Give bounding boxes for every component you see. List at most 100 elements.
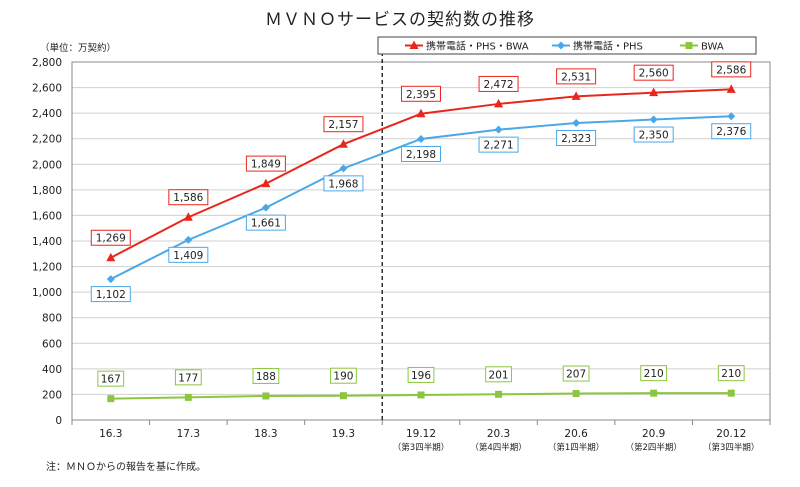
data-label-box [556, 68, 597, 85]
data-point [417, 391, 425, 399]
data-point [261, 178, 271, 188]
data-point [184, 393, 192, 401]
data-label: 1,102 [96, 289, 126, 301]
y-tick-label: 1,400 [32, 236, 62, 248]
y-tick-label: 200 [42, 389, 62, 401]
y-tick-label: 1,200 [32, 262, 62, 274]
data-point [106, 252, 116, 262]
data-point [727, 112, 736, 121]
legend-label: 携帯電話・PHS・BWA [426, 40, 529, 53]
y-tick-label: 2,600 [32, 83, 62, 95]
x-tick-label: 18.3 [254, 428, 277, 440]
data-label: 1,586 [173, 192, 203, 204]
data-label-box [711, 123, 752, 140]
y-tick-label: 1,600 [32, 210, 62, 222]
legend-marker [557, 41, 565, 50]
data-label: 2,586 [716, 64, 746, 76]
data-label: 196 [411, 370, 431, 382]
y-tick-label: 800 [42, 313, 62, 325]
data-label-box [90, 229, 131, 246]
data-label-box [401, 145, 441, 162]
data-point [726, 84, 736, 93]
data-label-box [478, 75, 519, 92]
data-label-box [478, 136, 519, 153]
data-label-box [323, 175, 364, 192]
data-point [727, 389, 735, 397]
y-tick-label: 2,000 [32, 159, 62, 171]
data-label-box [485, 366, 512, 383]
data-point [262, 392, 270, 400]
data-label: 201 [489, 369, 509, 381]
data-label: 2,472 [484, 79, 514, 91]
data-point [107, 395, 115, 403]
data-point [494, 125, 503, 134]
data-point [495, 390, 503, 398]
data-point [572, 118, 581, 127]
data-point [184, 235, 193, 244]
y-tick-label: 0 [55, 415, 62, 427]
data-label: 2,157 [328, 119, 358, 131]
data-label: 2,395 [406, 89, 436, 101]
y-tick-label: 1,800 [32, 185, 62, 197]
data-label: 1,661 [251, 218, 281, 230]
x-tick-label: 20.9 [642, 428, 665, 440]
y-tick-label: 2,800 [32, 57, 62, 69]
x-tick-label: 19.12 [406, 428, 436, 440]
x-tick-label: 19.3 [332, 428, 355, 440]
data-label-box [323, 116, 364, 133]
data-point [572, 390, 580, 398]
x-tick-sublabel: （第3四半期） [393, 442, 449, 453]
data-label-box [330, 367, 357, 384]
x-tick-label: 20.12 [716, 428, 746, 440]
legend-marker [409, 40, 419, 49]
data-point [261, 203, 270, 212]
data-label-box [407, 366, 435, 383]
data-label: 2,198 [406, 149, 436, 161]
y-tick-label: 400 [42, 364, 62, 376]
x-tick-sublabel: （第2四半期） [625, 442, 681, 453]
data-point [494, 98, 504, 108]
footnote: 注：ＭＮＯからの報告を基に作成。 [46, 460, 206, 473]
legend-marker [685, 42, 693, 49]
data-label-box [640, 365, 668, 382]
data-label: 2,271 [484, 140, 514, 152]
data-point [649, 115, 658, 124]
data-label: 1,849 [251, 159, 281, 171]
data-label-box [717, 365, 745, 382]
data-label: 1,409 [173, 250, 203, 262]
data-label-box [90, 286, 131, 303]
data-label: 210 [721, 368, 741, 380]
data-label-box [174, 369, 202, 386]
x-tick-label: 20.3 [487, 428, 510, 440]
x-tick-label: 17.3 [177, 428, 200, 440]
data-label: 1,269 [96, 233, 126, 245]
data-label: 210 [644, 368, 664, 380]
data-label-box [633, 126, 674, 143]
data-point [106, 275, 115, 284]
data-label-box [245, 155, 286, 172]
data-label-box [245, 214, 286, 231]
x-tick-sublabel: （第3四半期） [703, 442, 759, 453]
data-label: 2,350 [639, 130, 669, 142]
y-tick-label: 2,200 [32, 134, 62, 146]
legend-label: BWA [701, 42, 724, 53]
data-label: 1,968 [328, 178, 358, 190]
y-tick-label: 2,400 [32, 108, 62, 120]
data-label: 2,560 [639, 68, 669, 80]
data-label-box [168, 246, 209, 263]
x-tick-label: 16.3 [99, 428, 122, 440]
data-point [339, 164, 348, 173]
data-label: 167 [101, 374, 121, 386]
plot-area [71, 61, 771, 421]
data-label-box [252, 367, 280, 384]
data-label-box [562, 365, 590, 382]
data-point [416, 108, 426, 118]
x-tick-label: 20.6 [564, 428, 588, 440]
y-tick-label: 1,000 [32, 287, 62, 299]
data-point [417, 134, 425, 143]
data-point [183, 212, 193, 221]
data-label-box [97, 370, 125, 387]
data-label-box [633, 64, 674, 81]
